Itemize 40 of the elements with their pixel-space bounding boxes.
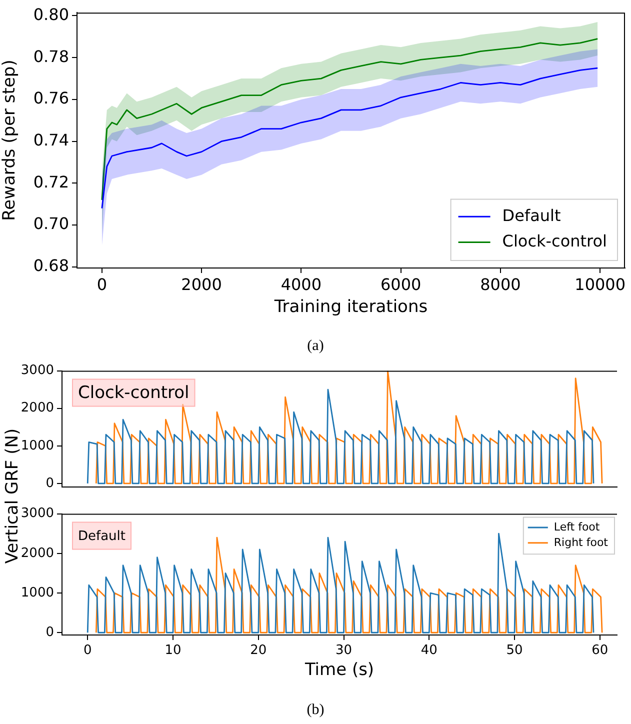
text: (a) bbox=[306, 338, 325, 355]
annotation: Default bbox=[78, 529, 126, 544]
y-axis-title: Vertical GRF (N) bbox=[2, 428, 22, 564]
x-tick-label: 0 bbox=[83, 643, 92, 658]
y-tick-label: 0.78 bbox=[33, 46, 69, 66]
legend-label: Right foot bbox=[554, 536, 609, 549]
x-tick-label: 2000 bbox=[181, 274, 222, 294]
y-axis-title: Rewards (per step) bbox=[0, 60, 20, 221]
legend-label: Left foot bbox=[554, 520, 600, 534]
x-tick-label: 20 bbox=[250, 643, 267, 658]
x-tick-label: 0 bbox=[96, 274, 108, 294]
legend-label: Clock-control bbox=[502, 231, 607, 250]
y-tick-label: 0.72 bbox=[33, 172, 69, 192]
y-tick-label: 0.80 bbox=[33, 4, 69, 24]
x-tick-label: 30 bbox=[335, 643, 352, 658]
x-tick-label: 10000 bbox=[574, 274, 626, 294]
x-tick-label: 60 bbox=[592, 643, 608, 658]
annotation: Clock-control bbox=[78, 383, 190, 404]
y-tick-label: 2000 bbox=[20, 546, 54, 561]
x-tick-label: 40 bbox=[420, 643, 438, 658]
y-tick-label: 0.68 bbox=[33, 256, 69, 276]
y-tick-label: 0 bbox=[46, 625, 54, 640]
text: (b) bbox=[306, 702, 326, 719]
x-tick-label: 50 bbox=[506, 643, 523, 658]
x-axis-title: Time (s) bbox=[304, 660, 374, 680]
x-axis-title: Training iterations bbox=[273, 297, 428, 318]
x-tick-label: 6000 bbox=[380, 274, 422, 294]
y-tick-label: 0.70 bbox=[33, 214, 69, 234]
y-tick-label: 0.76 bbox=[33, 88, 69, 108]
y-tick-label: 2000 bbox=[20, 400, 54, 416]
y-tick-label: 1000 bbox=[20, 438, 54, 454]
y-tick-label: 3000 bbox=[20, 363, 54, 378]
legend-label: Default bbox=[502, 206, 561, 225]
x-tick-label: 4000 bbox=[280, 274, 322, 294]
x-tick-label: 10 bbox=[164, 643, 182, 658]
y-tick-label: 1000 bbox=[20, 585, 54, 600]
y-tick-label: 3000 bbox=[20, 506, 54, 522]
y-tick-label: 0 bbox=[46, 476, 54, 491]
y-tick-label: 0.74 bbox=[33, 130, 69, 150]
x-tick-label: 8000 bbox=[480, 274, 521, 294]
